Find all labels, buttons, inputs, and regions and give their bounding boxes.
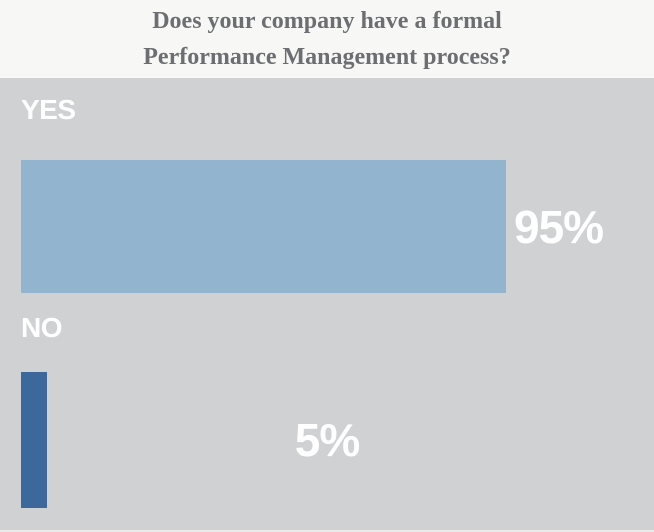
chart-plot-area: YES 95% NO 5% (0, 78, 654, 530)
chart-title-line-2: Performance Management process? (143, 44, 511, 70)
chart-title: Does your company have a formal Performa… (0, 0, 654, 78)
bar-yes (21, 160, 506, 293)
bar-no (21, 372, 47, 508)
category-label-no: NO (21, 312, 63, 343)
category-label-yes: YES (21, 94, 76, 125)
bar-row-no (21, 372, 654, 508)
bar-row-yes: 95% (21, 160, 654, 293)
chart-title-line-1: Does your company have a formal (152, 8, 502, 34)
value-label-yes: 95% (514, 200, 604, 253)
bottom-strip (0, 530, 654, 532)
